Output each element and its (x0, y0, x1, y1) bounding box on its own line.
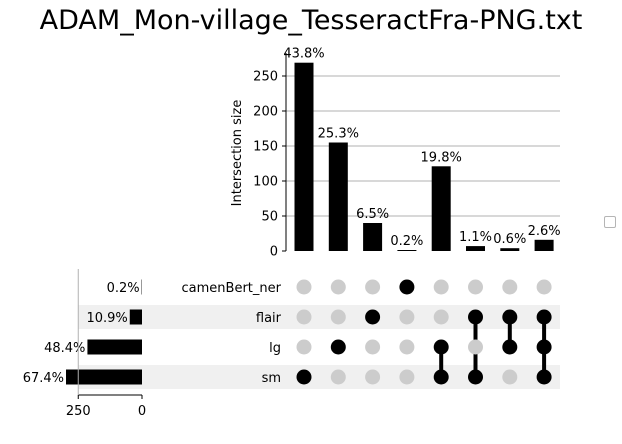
matrix-dot-active (468, 369, 483, 385)
matrix-dot-active (536, 339, 552, 355)
matrix-dot-inactive (296, 279, 312, 295)
matrix-dot-inactive (296, 309, 312, 325)
intersection-bar (431, 166, 451, 251)
matrix-dot-active (330, 339, 346, 355)
set-row-label: camenBert_ner (182, 281, 282, 296)
intersection-bar (363, 223, 383, 251)
matrix-stripe (78, 305, 560, 329)
y-axis-label: Intersection size (230, 100, 245, 207)
chart-title: ADAM_Mon-village_TesseractFra-PNG.txt (39, 5, 583, 36)
matrix-dot-inactive (468, 279, 483, 295)
matrix-dot-inactive (296, 339, 312, 355)
set-size-bar (87, 339, 142, 355)
set-size-tick-label: 250 (66, 404, 91, 419)
matrix-dot-active (502, 309, 518, 325)
set-size-bar (129, 309, 142, 325)
matrix-dot-active (536, 369, 552, 385)
matrix-dot-active (536, 309, 552, 325)
y-tick-label: 50 (261, 210, 278, 225)
intersection-bar-label: 25.3% (318, 127, 359, 142)
matrix-dot-inactive (399, 339, 415, 355)
set-size-label: 0.2% (107, 281, 140, 296)
intersection-bar (294, 62, 314, 252)
matrix-dot-inactive (502, 369, 518, 385)
matrix-dot-inactive (433, 309, 449, 325)
intersection-bar (328, 142, 348, 251)
set-row-label: sm (262, 371, 281, 386)
matrix-dot-active (502, 339, 518, 355)
matrix-stripe (78, 365, 560, 389)
set-size-label: 67.4% (23, 371, 64, 386)
matrix-dot-inactive (502, 279, 518, 295)
set-size-tick-label: 0 (138, 404, 146, 419)
matrix-dot-active (468, 309, 483, 325)
intersection-bar-label: 0.6% (493, 232, 526, 247)
matrix-dot-active (296, 369, 312, 385)
set-size-bar (66, 369, 142, 385)
y-tick-label: 0 (270, 245, 278, 260)
matrix-dot-active (365, 309, 381, 325)
intersection-bar (500, 248, 520, 251)
legend-marker (604, 216, 616, 228)
matrix-dot-active (433, 339, 449, 355)
y-tick-label: 100 (253, 175, 278, 190)
set-row-label: lg (269, 341, 281, 356)
intersection-bar-label: 0.2% (390, 234, 423, 249)
intersection-bar-label: 19.8% (421, 150, 462, 165)
intersection-bar (466, 246, 485, 251)
intersection-bar-label: 6.5% (356, 207, 389, 222)
matrix-dot-inactive (433, 279, 449, 295)
y-tick-label: 150 (253, 140, 278, 155)
matrix-dot-inactive (365, 339, 381, 355)
intersection-bar-label: 2.6% (528, 224, 561, 239)
matrix-dot-inactive (399, 369, 415, 385)
matrix-dot-inactive (330, 369, 346, 385)
matrix-dot-inactive (536, 279, 552, 295)
matrix-dot-inactive (365, 279, 381, 295)
matrix-dot-inactive (365, 369, 381, 385)
matrix-dot-inactive (468, 339, 483, 355)
intersection-bar-label: 1.1% (459, 230, 492, 245)
set-size-label: 48.4% (44, 341, 85, 356)
set-size-label: 10.9% (86, 311, 127, 326)
matrix-dot-active (433, 369, 449, 385)
y-tick-label: 200 (253, 105, 278, 120)
set-row-label: flair (256, 311, 282, 326)
intersection-bar (534, 239, 554, 251)
intersection-bar-label: 43.8% (283, 47, 324, 62)
intersection-bar (397, 250, 417, 251)
matrix-dot-inactive (330, 309, 346, 325)
matrix-dot-inactive (399, 309, 415, 325)
matrix-dot-inactive (330, 279, 346, 295)
y-tick-label: 250 (253, 70, 278, 85)
matrix-dot-active (399, 279, 415, 295)
